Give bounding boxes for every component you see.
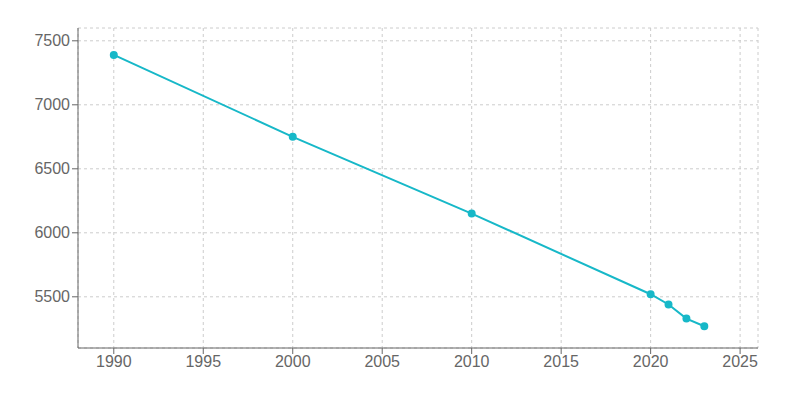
svg-text:1990: 1990	[96, 353, 132, 370]
svg-text:2020: 2020	[633, 353, 669, 370]
svg-text:2015: 2015	[543, 353, 579, 370]
svg-text:1995: 1995	[185, 353, 221, 370]
svg-text:7000: 7000	[34, 96, 70, 113]
svg-text:2025: 2025	[722, 353, 758, 370]
svg-text:7500: 7500	[34, 32, 70, 49]
svg-text:6000: 6000	[34, 224, 70, 241]
svg-text:2005: 2005	[364, 353, 400, 370]
svg-text:2000: 2000	[275, 353, 311, 370]
svg-text:2010: 2010	[454, 353, 490, 370]
svg-text:5500: 5500	[34, 288, 70, 305]
svg-text:6500: 6500	[34, 160, 70, 177]
